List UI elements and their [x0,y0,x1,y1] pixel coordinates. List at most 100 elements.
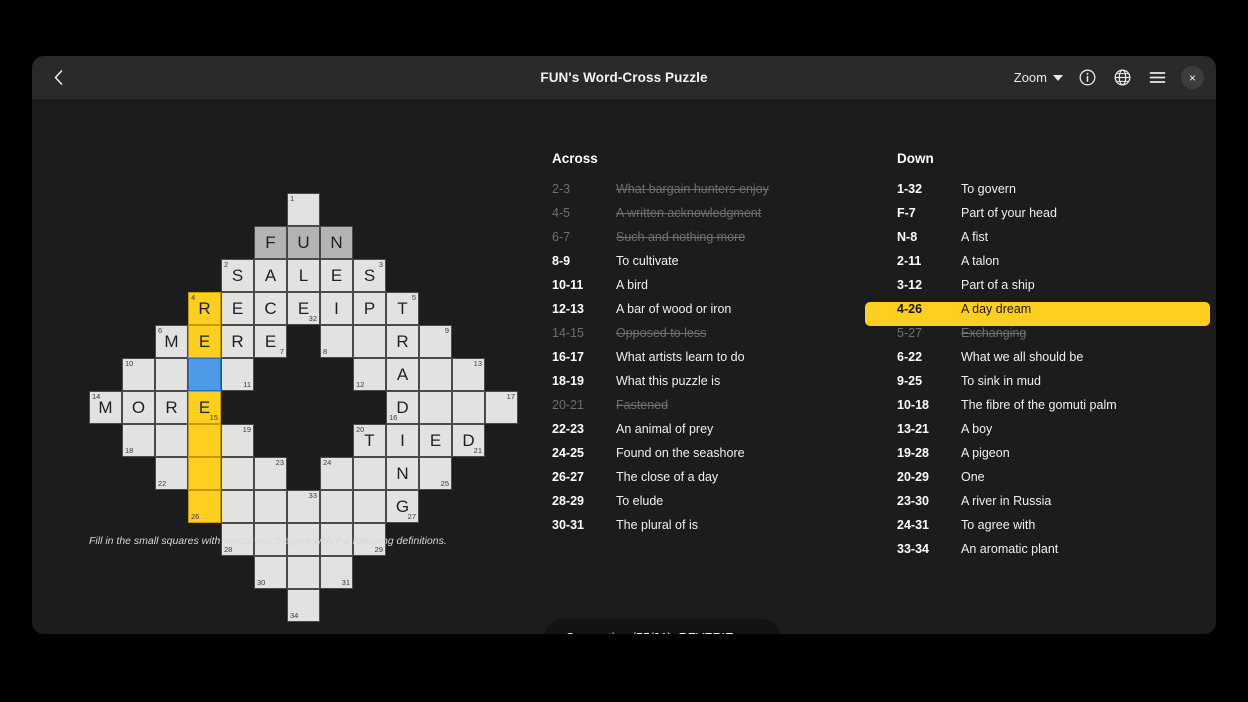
grid-cell[interactable]: 19 [221,424,254,457]
grid-cell[interactable] [221,457,254,490]
grid-cell[interactable]: 27 G [386,490,419,523]
clue-row[interactable]: 5-27 Exchanging [865,326,1210,350]
grid-cell[interactable]: 14 M [89,391,122,424]
grid-cell[interactable] [353,457,386,490]
grid-cell[interactable]: A [254,259,287,292]
clue-row[interactable]: 28-29 To elude [520,494,850,518]
clue-row[interactable]: 10-11 A bird [520,278,850,302]
clue-row[interactable]: 20-29 One [865,470,1210,494]
grid-cell[interactable]: I [386,424,419,457]
clue-row[interactable]: F-7 Part of your head [865,206,1210,230]
grid-cell[interactable]: E [221,292,254,325]
close-icon[interactable]: × [1181,66,1204,89]
grid-cell[interactable]: R [221,325,254,358]
grid-cell[interactable]: 10 [122,358,155,391]
grid-cell[interactable] [188,424,221,457]
grid-cell[interactable]: E [320,259,353,292]
clue-row[interactable]: 9-25 To sink in mud [865,374,1210,398]
clue-row[interactable]: 13-21 A boy [865,422,1210,446]
grid-cell[interactable]: 8 [320,325,353,358]
clue-row[interactable]: 23-30 A river in Russia [865,494,1210,518]
grid-cell[interactable]: 31 [320,556,353,589]
grid-cell[interactable]: 29 [353,523,386,556]
grid-cell[interactable]: 26 [188,490,221,523]
grid-cell[interactable]: 28 [221,523,254,556]
grid-cell[interactable] [320,523,353,556]
grid-cell[interactable]: 34 [287,589,320,622]
clue-row[interactable]: 22-23 An animal of prey [520,422,850,446]
grid-cell[interactable] [221,490,254,523]
grid-cell[interactable]: C [254,292,287,325]
grid-cell[interactable]: 22 [155,457,188,490]
clue-row[interactable]: 4-26 A day dream [865,302,1210,326]
clue-row[interactable]: N-8 A fist [865,230,1210,254]
grid-cell[interactable]: L [287,259,320,292]
close-icon[interactable]: × [749,630,763,635]
grid-cell[interactable]: 21 D [452,424,485,457]
clue-row[interactable]: 6-7 Such and nothing more [520,230,850,254]
grid-cell[interactable] [353,490,386,523]
grid-cell[interactable] [320,490,353,523]
grid-cell[interactable] [419,391,452,424]
grid-cell[interactable]: E [419,424,452,457]
grid-cell[interactable]: N [386,457,419,490]
grid-cell[interactable]: 30 [254,556,287,589]
grid-cell[interactable]: F [254,226,287,259]
grid-cell[interactable]: 20 T [353,424,386,457]
clue-row[interactable]: 6-22 What we all should be [865,350,1210,374]
clue-row[interactable]: 30-31 The plural of is [520,518,850,542]
grid-cell[interactable]: I [320,292,353,325]
crossword-grid[interactable]: 1 F U N 2 S A L E 3 S 4 R E C 32 E I P 5 T 6 M E R 7 E 8 R 9 10 11 12 A 13… [89,193,518,622]
clue-row[interactable]: 14-15 Opposed to less [520,326,850,350]
grid-cell[interactable]: 24 [320,457,353,490]
grid-cell[interactable] [287,556,320,589]
grid-cell[interactable] [287,523,320,556]
grid-cell[interactable]: A [386,358,419,391]
grid-cell[interactable]: E [188,325,221,358]
clue-row[interactable]: 2-3 What bargain hunters enjoy [520,182,850,206]
grid-cell[interactable]: 9 [419,325,452,358]
grid-cell[interactable]: R [155,391,188,424]
grid-cell[interactable] [452,391,485,424]
grid-cell[interactable]: 13 [452,358,485,391]
clue-row[interactable]: 2-11 A talon [865,254,1210,278]
clue-row[interactable]: 8-9 To cultivate [520,254,850,278]
grid-cell[interactable] [155,358,188,391]
info-circle-icon[interactable] [1076,67,1098,89]
clue-row[interactable]: 3-12 Part of a ship [865,278,1210,302]
grid-cell[interactable]: 32 E [287,292,320,325]
clue-row[interactable]: 10-18 The fibre of the gomuti palm [865,398,1210,422]
grid-cell[interactable]: 12 [353,358,386,391]
grid-cell[interactable]: 23 [254,457,287,490]
grid-cell[interactable]: U [287,226,320,259]
grid-cell[interactable]: 1 [287,193,320,226]
clue-row[interactable]: 18-19 What this puzzle is [520,374,850,398]
clue-row[interactable]: 12-13 A bar of wood or iron [520,302,850,326]
grid-cell[interactable] [419,358,452,391]
grid-cell[interactable]: 11 [221,358,254,391]
grid-cell[interactable]: 17 [485,391,518,424]
globe-icon[interactable] [1111,67,1133,89]
clue-row[interactable]: 24-25 Found on the seashore [520,446,850,470]
clue-row[interactable]: 26-27 The close of a day [520,470,850,494]
zoom-dropdown[interactable]: Zoom [1014,70,1063,85]
grid-cell[interactable] [353,325,386,358]
grid-cell[interactable] [155,424,188,457]
grid-cell[interactable]: 25 [419,457,452,490]
back-icon[interactable] [44,64,72,92]
grid-cell[interactable]: R [386,325,419,358]
clue-row[interactable]: 16-17 What artists learn to do [520,350,850,374]
grid-cell[interactable]: O [122,391,155,424]
grid-cell[interactable]: 18 [122,424,155,457]
grid-cell[interactable] [254,490,287,523]
grid-cell[interactable] [188,358,221,391]
grid-cell[interactable]: 16 D [386,391,419,424]
clue-row[interactable]: 19-28 A pigeon [865,446,1210,470]
clue-row[interactable]: 20-21 Fastened [520,398,850,422]
